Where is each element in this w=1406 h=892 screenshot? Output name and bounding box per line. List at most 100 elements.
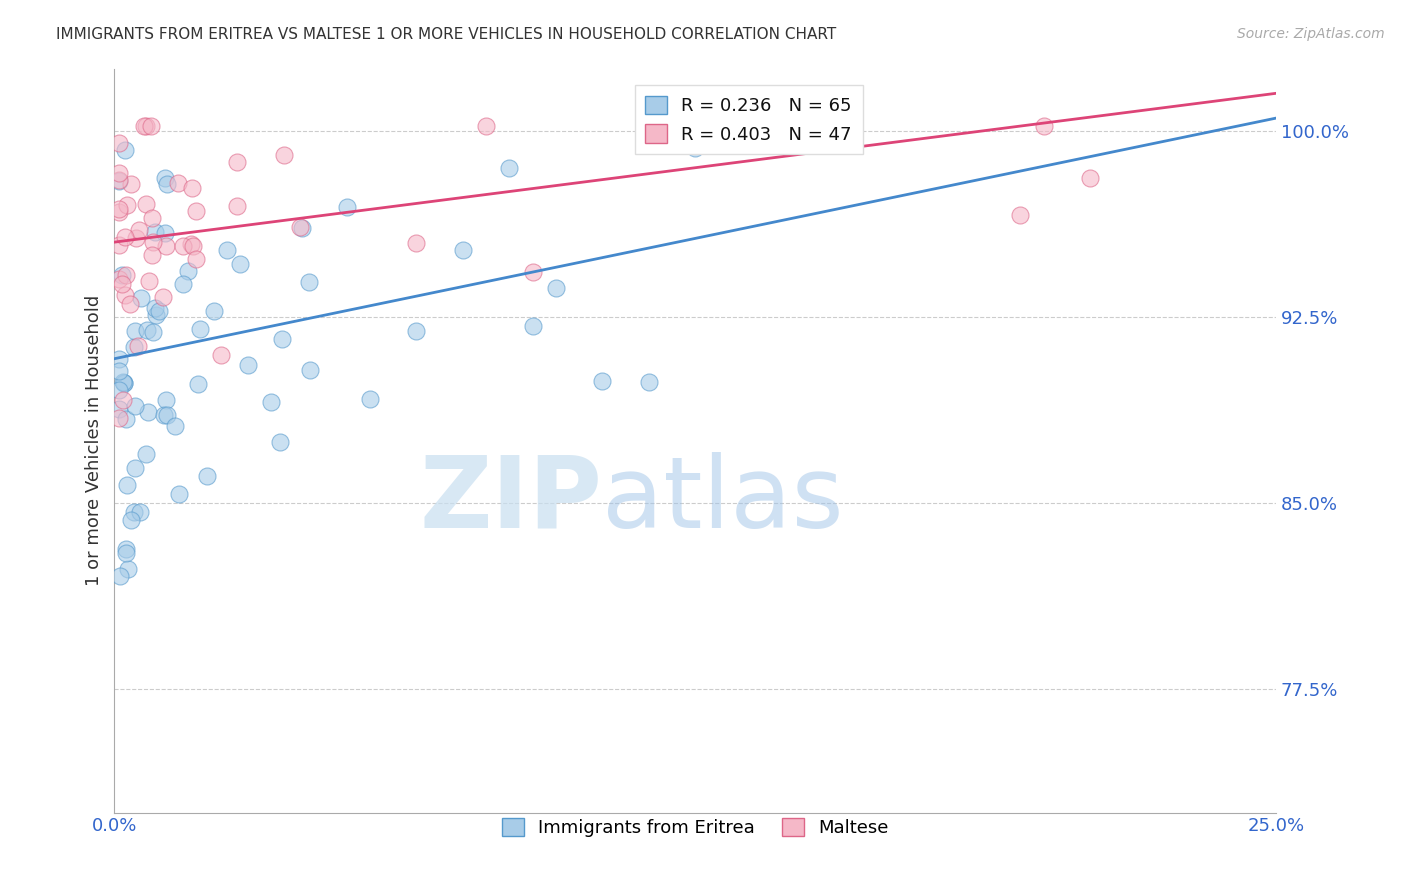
Point (135, 119, 157, 133)
Point (134, 119, 156, 133)
Point (273, 147, 295, 161)
Point (181, 239, 204, 253)
Point (405, 235, 427, 250)
Point (1032, 119, 1054, 133)
Point (120, 513, 142, 527)
Point (172, 277, 194, 291)
Point (167, 176, 190, 190)
Point (451, 243, 474, 257)
Point (143, 301, 166, 316)
Point (114, 412, 136, 426)
Point (108, 402, 131, 417)
Point (122, 505, 145, 519)
Point (215, 243, 238, 257)
Point (269, 435, 291, 450)
Point (108, 410, 131, 425)
Point (405, 324, 427, 338)
Point (111, 393, 134, 408)
Point (124, 399, 146, 413)
Point (125, 230, 148, 244)
Point (108, 136, 131, 150)
Point (180, 236, 202, 251)
Point (544, 281, 567, 295)
Point (238, 358, 260, 372)
Point (141, 325, 163, 339)
Point (143, 225, 166, 239)
Point (141, 248, 163, 262)
Point (108, 272, 131, 286)
Point (591, 374, 613, 388)
Point (114, 541, 136, 556)
Point (124, 324, 146, 338)
Point (271, 332, 294, 346)
Point (115, 197, 138, 211)
Point (148, 304, 170, 318)
Point (155, 171, 177, 186)
Point (155, 393, 177, 408)
Point (1010, 208, 1032, 222)
Text: Source: ZipAtlas.com: Source: ZipAtlas.com (1237, 27, 1385, 41)
Legend: Immigrants from Eritrea, Maltese: Immigrants from Eritrea, Maltese (495, 811, 896, 845)
Point (522, 265, 544, 279)
Point (135, 197, 157, 211)
Point (138, 405, 160, 419)
Point (115, 268, 138, 282)
Point (683, 141, 706, 155)
Point (108, 352, 131, 367)
Point (155, 239, 177, 253)
Point (108, 384, 131, 398)
Point (163, 419, 186, 434)
Point (141, 211, 163, 225)
Point (114, 546, 136, 560)
Point (114, 229, 136, 244)
Point (139, 119, 162, 133)
Point (108, 364, 131, 378)
Point (177, 264, 200, 278)
Point (128, 505, 150, 519)
Point (142, 235, 165, 250)
Point (115, 477, 138, 491)
Point (117, 562, 139, 576)
Point (122, 340, 145, 354)
Point (186, 252, 208, 267)
Point (156, 177, 179, 191)
Point (108, 166, 131, 180)
Point (172, 239, 194, 253)
Point (202, 304, 225, 318)
Point (129, 291, 152, 305)
Point (108, 173, 131, 187)
Text: IMMIGRANTS FROM ERITREA VS MALTESE 1 OR MORE VEHICLES IN HOUSEHOLD CORRELATION C: IMMIGRANTS FROM ERITREA VS MALTESE 1 OR … (56, 27, 837, 42)
Point (522, 318, 544, 333)
Point (290, 219, 312, 234)
Point (111, 268, 134, 282)
Point (188, 321, 211, 335)
Point (111, 277, 134, 291)
Point (298, 363, 321, 377)
Point (153, 409, 176, 423)
Point (135, 446, 157, 460)
Point (108, 205, 131, 219)
Point (108, 174, 131, 188)
Point (336, 200, 359, 214)
Point (498, 161, 520, 175)
Point (108, 202, 131, 217)
Point (128, 223, 150, 237)
Point (184, 203, 207, 218)
Point (155, 408, 177, 422)
Point (114, 143, 136, 157)
Point (181, 181, 204, 195)
Point (120, 177, 142, 191)
Point (187, 377, 209, 392)
Point (226, 155, 249, 169)
Point (138, 274, 160, 288)
Point (167, 486, 190, 500)
Point (114, 288, 136, 302)
Text: ZIP: ZIP (419, 451, 602, 549)
Point (124, 460, 146, 475)
Point (111, 375, 134, 389)
Point (291, 221, 314, 235)
Point (359, 392, 381, 407)
Point (108, 238, 131, 252)
Point (135, 323, 157, 337)
Point (260, 395, 283, 409)
